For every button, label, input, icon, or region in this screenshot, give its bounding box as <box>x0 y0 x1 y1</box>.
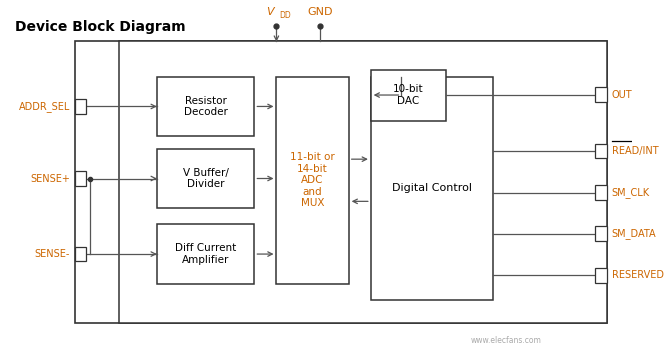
Text: RESERVED: RESERVED <box>612 270 664 280</box>
Text: 11-bit or
14-bit
ADC
and
MUX: 11-bit or 14-bit ADC and MUX <box>290 152 335 208</box>
Text: V Buffer/
Divider: V Buffer/ Divider <box>183 168 228 189</box>
Bar <box>596 268 606 282</box>
Bar <box>75 171 86 186</box>
Bar <box>157 149 255 208</box>
Bar <box>75 41 606 323</box>
Text: Resistor
Decoder: Resistor Decoder <box>184 96 228 117</box>
Text: Digital Control: Digital Control <box>392 183 472 193</box>
Text: READ/INT: READ/INT <box>612 146 659 156</box>
Text: 10-bit
DAC: 10-bit DAC <box>393 84 424 106</box>
Bar <box>596 144 606 159</box>
Text: ADDR_SEL: ADDR_SEL <box>19 101 70 112</box>
Bar <box>157 77 255 136</box>
Bar <box>596 185 606 200</box>
Bar <box>75 247 86 261</box>
Text: Device Block Diagram: Device Block Diagram <box>15 20 186 34</box>
Bar <box>119 41 606 323</box>
Text: OUT: OUT <box>612 90 632 100</box>
Text: SM_CLK: SM_CLK <box>612 187 650 198</box>
Bar <box>157 224 255 284</box>
Bar <box>371 77 493 300</box>
Text: SENSE+: SENSE+ <box>30 174 70 183</box>
Text: SM_DATA: SM_DATA <box>612 228 657 239</box>
Text: SENSE-: SENSE- <box>35 249 70 259</box>
Bar <box>596 226 606 241</box>
Bar <box>596 87 606 102</box>
Text: GND: GND <box>308 7 333 17</box>
Text: www.elecfans.com: www.elecfans.com <box>470 336 541 346</box>
Bar <box>75 99 86 114</box>
Text: DD: DD <box>279 11 291 20</box>
Text: Diff Current
Amplifier: Diff Current Amplifier <box>175 243 237 265</box>
Bar <box>277 77 349 284</box>
Text: V: V <box>265 7 273 17</box>
Bar <box>371 70 446 121</box>
